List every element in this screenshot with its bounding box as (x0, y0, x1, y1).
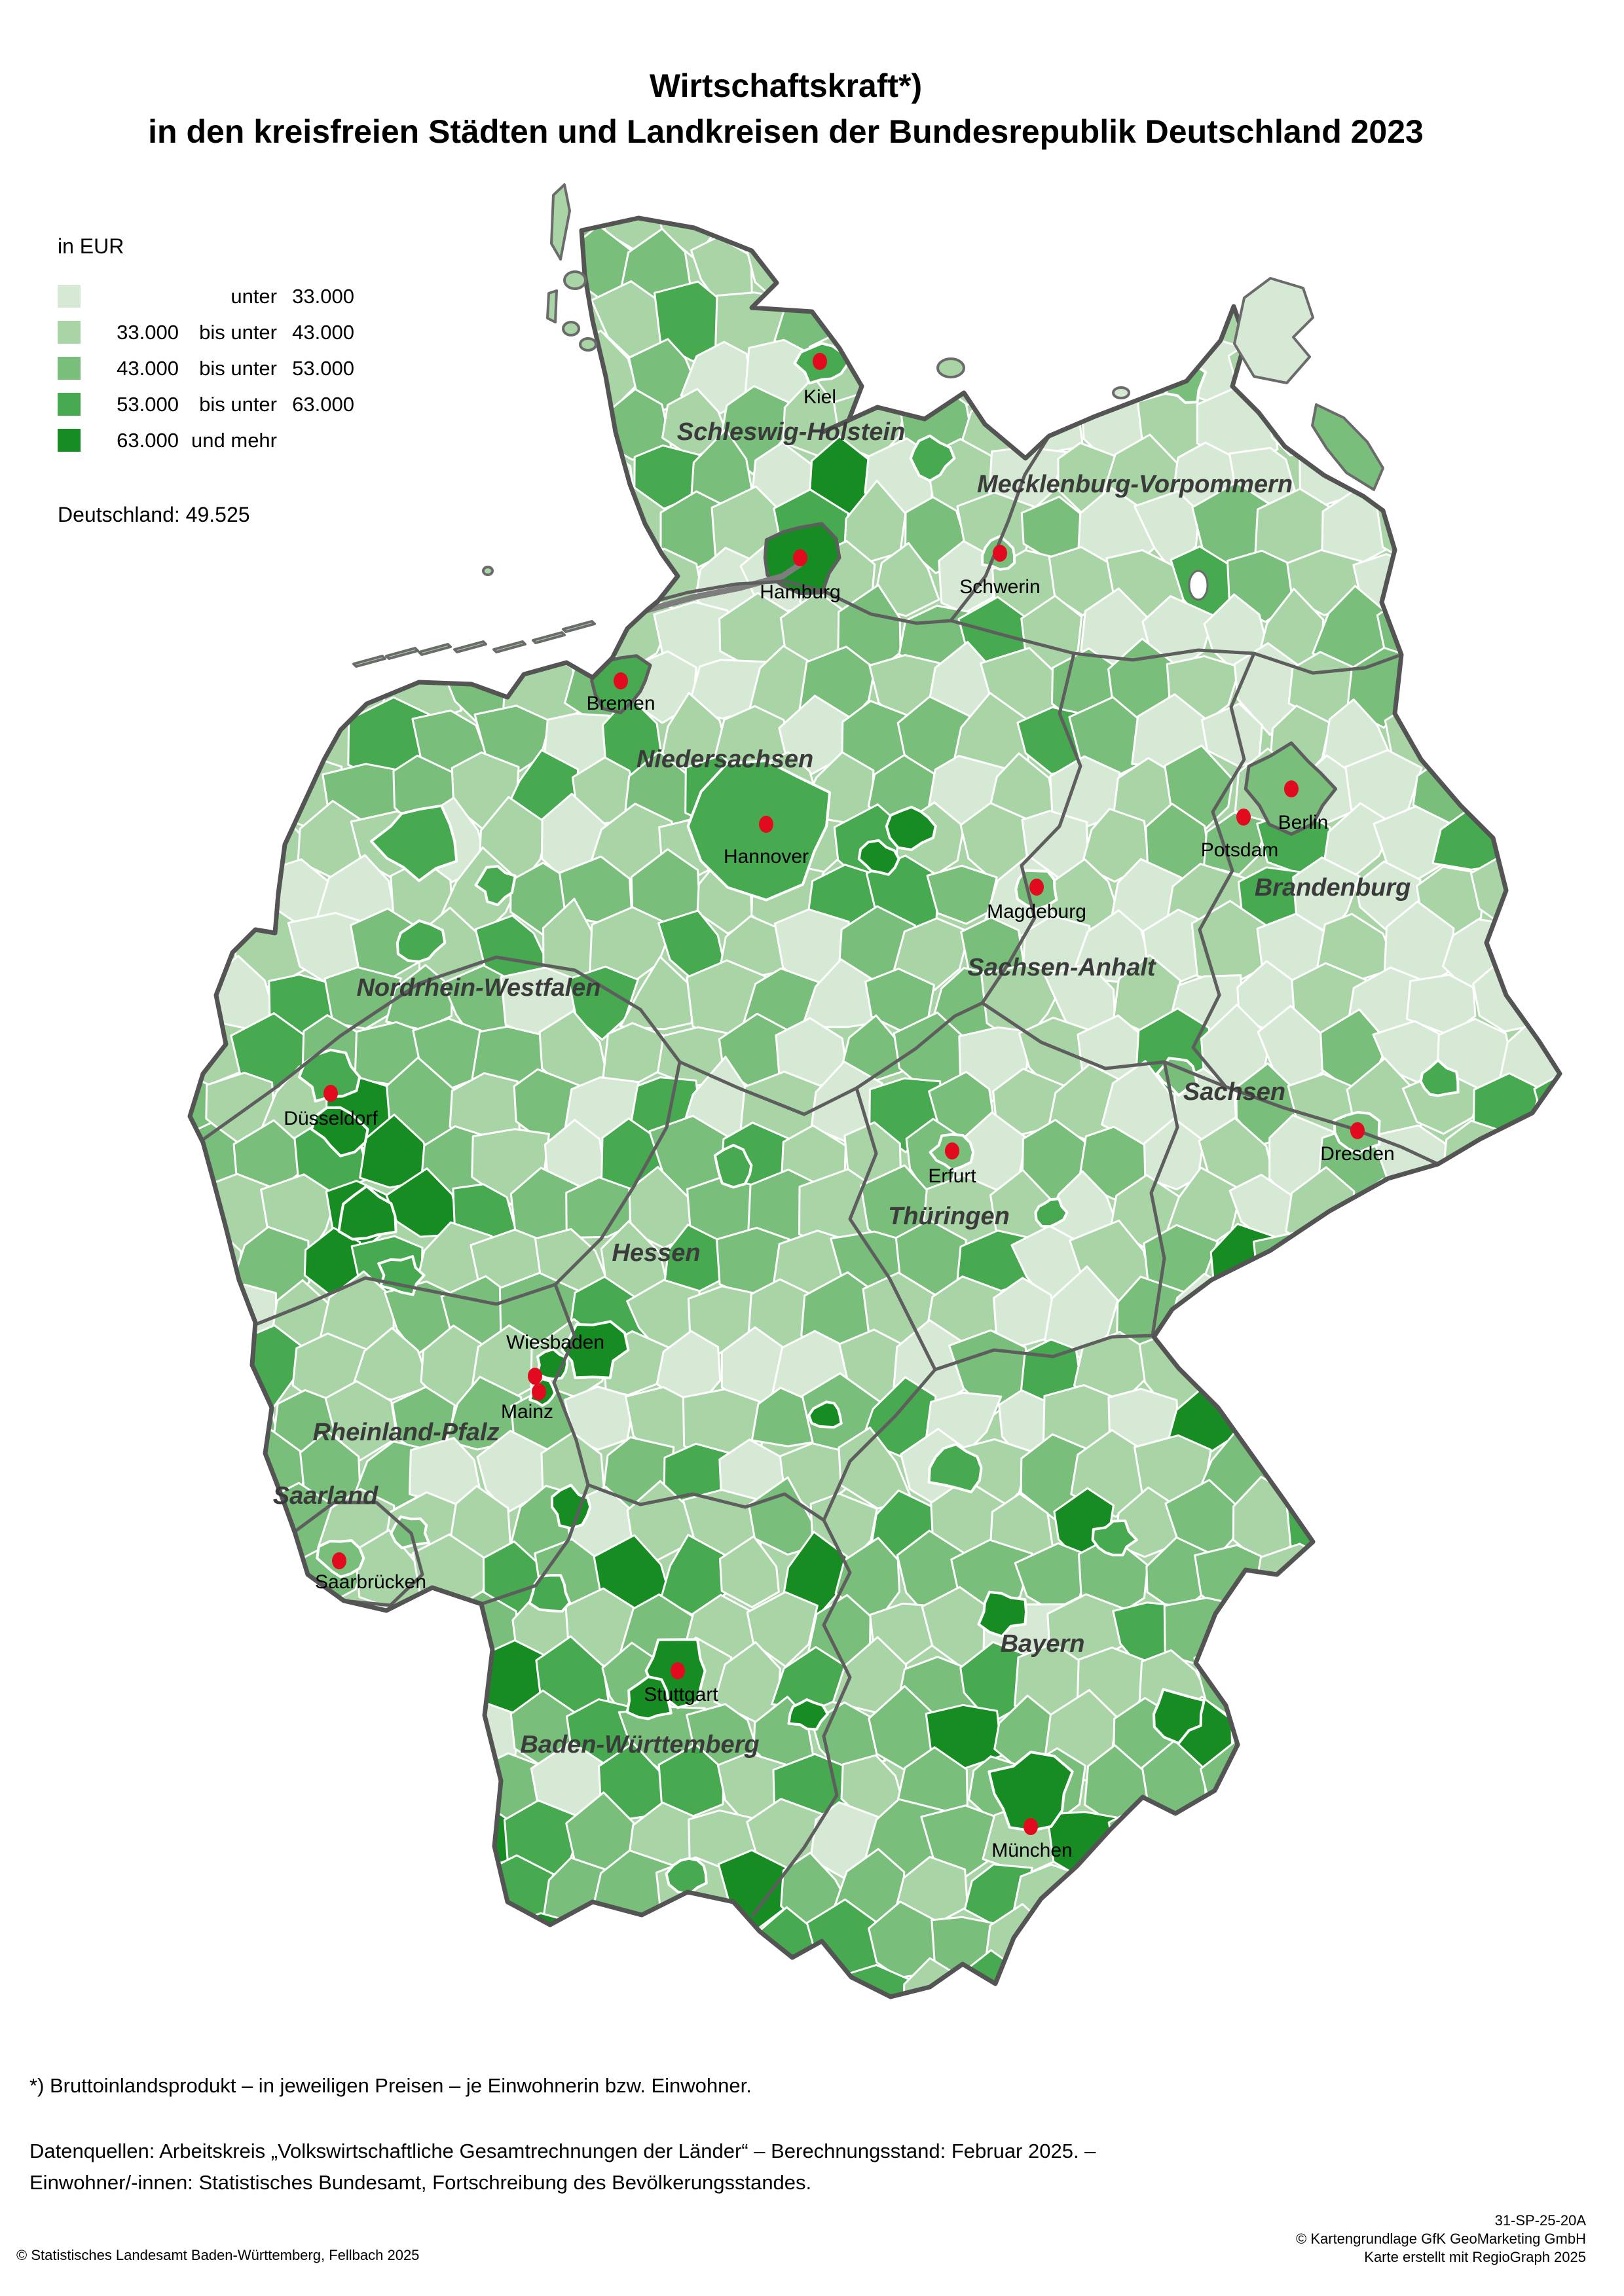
city-label: Stuttgart (644, 1684, 718, 1705)
title-line1: Wirtschaftskraft*) (649, 67, 923, 104)
legend-relation: und mehr (191, 428, 277, 452)
state-label: Niedersachsen (637, 746, 813, 773)
legend-swatch (58, 393, 81, 416)
state-label: Rheinland-Pfalz (312, 1419, 499, 1446)
publisher-credit: © Statistisches Landesamt Baden-Württemb… (16, 2247, 420, 2263)
city-dot (1350, 1122, 1365, 1139)
city-dot (759, 816, 773, 833)
state-label: Nordrhein-Westfalen (356, 974, 600, 1002)
page-title: Wirtschaftskraft*) in den kreisfreien St… (0, 63, 1572, 155)
legend-swatch (58, 429, 81, 452)
data-sources: Datenquellen: Arbeitskreis „Volkswirtsch… (29, 2136, 1595, 2198)
elbe-river (644, 561, 803, 613)
footnote-definition: *) Bruttoinlandsprodukt – in jeweiligen … (29, 2074, 752, 2097)
city-dot (993, 545, 1007, 562)
legend: in EUR unter 33.000 33.000 bis unter 43.000 4… (58, 234, 354, 458)
city-dot (1024, 1818, 1038, 1835)
state-labels: Schleswig-Holstein Mecklenburg-Vorpommern… (273, 418, 1411, 1758)
state-label: Schleswig-Holstein (677, 418, 905, 446)
mueritz-lake (1188, 570, 1209, 601)
legend-row: 33.000 bis unter 43.000 (58, 314, 354, 350)
national-value: Deutschland: 49.525 (58, 503, 250, 526)
state-label: Bayern (1001, 1630, 1085, 1658)
city-label: Magdeburg (987, 901, 1086, 922)
urban-districts (297, 342, 1460, 1896)
state-label: Mecklenburg-Vorpommern (977, 471, 1293, 498)
basemap-credit: © Kartengrundlage GfK GeoMarketing GmbH (1296, 2231, 1586, 2247)
source-line1: Datenquellen: Arbeitskreis „Volkswirtsch… (29, 2140, 1096, 2162)
state-label: Baden-Württemberg (520, 1731, 759, 1758)
legend-upper-bound: 53.000 (292, 356, 354, 380)
legend-row: 43.000 bis unter 53.000 (58, 350, 354, 386)
islands (352, 183, 1384, 668)
city-dot (945, 1142, 959, 1159)
legend-relation: bis unter (199, 320, 277, 344)
map-code: 31-SP-25-20A (1494, 2212, 1586, 2229)
city-dot (528, 1368, 542, 1385)
legend-upper-bound: 63.000 (292, 392, 354, 416)
city-dot (1284, 780, 1299, 797)
legend-rows: unter 33.000 33.000 bis unter 43.000 43.000 bi… (58, 278, 354, 458)
city-label: Potsdam (1201, 839, 1278, 861)
legend-relation: bis unter (199, 356, 277, 380)
map-credits: 31-SP-25-20A © Kartengrundlage GfK GeoMa… (1296, 2212, 1586, 2267)
city-label: Hamburg (760, 581, 840, 603)
city-label: Schwerin (959, 576, 1040, 598)
state-label: Sachsen (1183, 1078, 1285, 1106)
city-label: Mainz (501, 1401, 553, 1423)
state-label: Brandenburg (1255, 874, 1411, 902)
city-markers: Kiel Schwerin Hamburg Bremen Hannover BerlinP… (284, 353, 1395, 1861)
city-label: Wiesbaden (506, 1332, 604, 1353)
city-label: Düsseldorf (284, 1108, 378, 1129)
city-label: Saarbrücken (315, 1571, 426, 1593)
state-label: Thüringen (888, 1203, 1010, 1230)
legend-swatch (58, 357, 81, 380)
city-label: Bremen (586, 693, 655, 714)
legend-relation: unter (231, 284, 277, 308)
legend-upper-bound: 43.000 (292, 320, 354, 344)
city-dot (1236, 809, 1251, 826)
city-dot (671, 1662, 685, 1679)
legend-unit-label: in EUR (58, 234, 124, 258)
city-dot (1029, 879, 1044, 896)
legend-swatch (58, 285, 81, 308)
city-label: München (991, 1840, 1072, 1861)
source-line2: Einwohner/-innen: Statistisches Bundesam… (29, 2171, 812, 2194)
city-label: Kiel (803, 386, 836, 408)
chiemsee-lake (1143, 1827, 1162, 1842)
city-dot (793, 549, 807, 566)
legend-lower-bound: 53.000 (117, 392, 179, 416)
tool-credit: Karte erstellt mit RegioGraph 2025 (1364, 2249, 1586, 2265)
state-label: Hessen (612, 1239, 700, 1267)
legend-upper-bound: 33.000 (292, 284, 354, 308)
legend-row: 53.000 bis unter 63.000 (58, 386, 354, 422)
city-dot (332, 1552, 346, 1569)
city-label: Erfurt (928, 1165, 976, 1187)
state-borders (200, 434, 1440, 1917)
city-dot (813, 353, 827, 370)
legend-row: 63.000 und mehr (58, 422, 354, 458)
city-label: Dresden (1320, 1143, 1394, 1165)
title-line2: in den kreisfreien Städten und Landkreis… (148, 113, 1424, 150)
legend-lower-bound: 33.000 (117, 320, 179, 344)
legend-relation: bis unter (199, 392, 277, 416)
legend-lower-bound: 63.000 (117, 428, 179, 452)
state-label: Saarland (273, 1482, 378, 1510)
city-label: Berlin (1278, 812, 1329, 833)
legend-swatch (58, 321, 81, 344)
legend-row: unter 33.000 (58, 278, 354, 314)
legend-lower-bound: 43.000 (117, 356, 179, 380)
city-dot (323, 1085, 338, 1102)
city-dot (532, 1383, 546, 1400)
city-label: Hannover (724, 846, 809, 867)
state-label: Sachsen-Anhalt (967, 954, 1156, 981)
city-dot (614, 672, 628, 689)
